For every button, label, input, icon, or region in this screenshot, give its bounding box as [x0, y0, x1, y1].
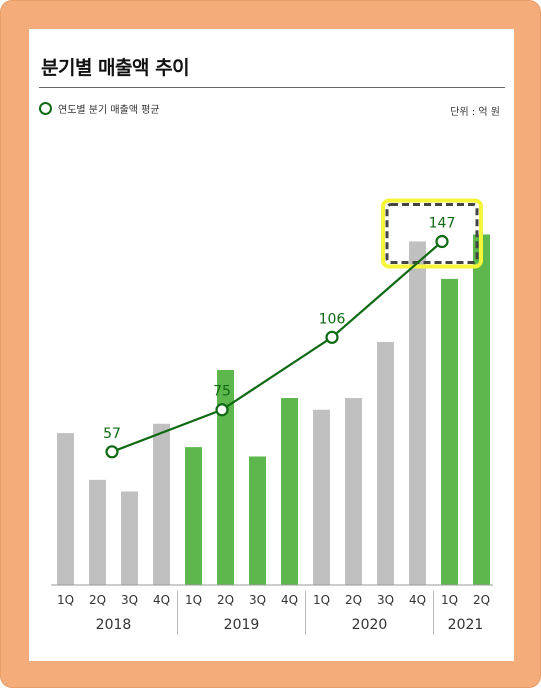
- year-label-2019: 2019: [224, 617, 260, 633]
- quarter-label-12: 4Q: [409, 593, 426, 607]
- average-point-2021: [435, 234, 449, 249]
- average-value-label-2020: 106: [319, 311, 346, 327]
- quarter-label-7: 3Q: [249, 593, 266, 607]
- year-label-2021: 2021: [448, 617, 484, 633]
- bar-6: [217, 370, 234, 585]
- bar-5: [185, 447, 202, 585]
- quarter-label-1: 1Q: [57, 593, 74, 607]
- bar-1: [57, 433, 74, 585]
- legend-label: 연도별 분기 매출액 평균: [58, 105, 160, 116]
- average-value-label-2019: 75: [213, 384, 231, 400]
- chart-plot: 1Q 2Q 3Q 4Q 1Q 2Q 3Q 4Q 1Q 2Q 3Q 4Q 1Q 2Q 2018 2019 2020…: [51, 198, 493, 635]
- unit-label: 단위 : 억 원: [450, 107, 500, 118]
- year-label-2020: 2020: [352, 617, 388, 633]
- highlight-box-outer: [381, 198, 483, 269]
- highlight-box-dashed: [385, 202, 479, 264]
- bar-12: [409, 241, 426, 586]
- bar-11: [377, 341, 394, 585]
- year-label-2018: 2018: [96, 617, 132, 633]
- average-value-label-2018: 57: [103, 426, 121, 442]
- bar-14: [473, 234, 490, 585]
- title-divider: [39, 87, 505, 88]
- chart-title: 분기별 매출액 추이: [41, 57, 190, 79]
- quarter-label-3: 3Q: [121, 593, 138, 607]
- average-point-2018: [105, 445, 119, 459]
- average-line: [111, 240, 443, 453]
- quarter-label-2: 2Q: [89, 593, 106, 607]
- quarter-label-13: 1Q: [441, 593, 458, 607]
- bar-10: [345, 398, 362, 585]
- quarter-label-6: 2Q: [217, 593, 234, 607]
- quarter-label-11: 3Q: [377, 593, 394, 607]
- bar-8: [281, 398, 298, 585]
- bar-7: [249, 456, 266, 585]
- bar-2: [89, 479, 106, 585]
- quarter-label-4: 4Q: [153, 593, 170, 607]
- average-point-2019: [215, 403, 229, 417]
- legend: 연도별 분기 매출액 평균: [39, 101, 160, 116]
- bar-4: [153, 423, 170, 585]
- quarter-label-9: 1Q: [313, 593, 330, 607]
- bar-3: [121, 491, 138, 585]
- chart-panel: 분기별 매출액 추이 연도별 분기 매출액 평균 단위 : 억 원 1Q 2Q 3Q…: [29, 29, 514, 661]
- quarter-label-8: 4Q: [281, 593, 298, 607]
- legend-circle-icon: [39, 102, 52, 115]
- bar-13: [441, 278, 458, 585]
- average-point-2020: [325, 330, 339, 344]
- quarter-label-5: 1Q: [185, 593, 202, 607]
- quarter-label-14: 2Q: [473, 593, 490, 607]
- quarter-label-10: 2Q: [345, 593, 362, 607]
- bar-9: [313, 409, 330, 585]
- average-value-label-2021: 147: [429, 215, 456, 231]
